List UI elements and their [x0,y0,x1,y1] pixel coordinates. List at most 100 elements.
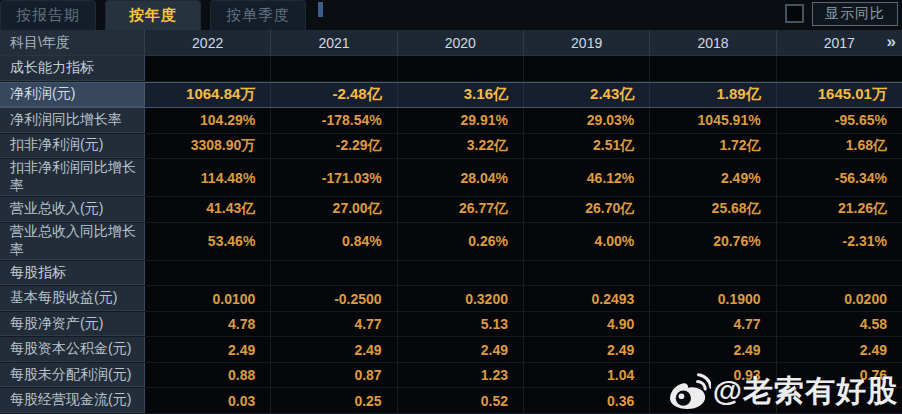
year-header-2017: 2017 » [777,30,902,55]
value-cell: 2.49 [777,337,902,362]
value-cell: 0.0100 [145,286,271,311]
table-row[interactable]: 基本每股收益(元)0.0100-0.25000.32000.24930.1900… [0,286,902,312]
row-label: 每股经营现金流(元) [0,388,145,413]
value-cell [777,261,902,286]
table-row[interactable]: 扣非净利润同比增长率114.48%-171.03%28.04%46.12%2.4… [0,159,902,197]
value-cell: 2.49 [271,337,397,362]
value-cell: 1.68亿 [777,134,902,159]
value-cell: 4.90 [524,312,650,337]
table-row[interactable]: 每股指标 [0,261,902,287]
show-yoy-label[interactable]: 显示同比 [812,2,898,26]
table-row[interactable]: 营业总收入同比增长率53.46%0.84%0.26%4.00%20.76%-2.… [0,223,902,261]
year-header-2018: 2018 [650,30,776,55]
row-label: 扣非净利润同比增长率 [0,159,145,196]
row-label: 每股指标 [0,261,145,286]
value-cell: 0.0200 [777,286,902,311]
value-cell [145,56,271,81]
value-cell: 3.16亿 [398,83,524,108]
value-cell: 20.76% [650,223,776,260]
value-cell: 1645.01万 [777,83,902,108]
value-cell: 27.00亿 [271,197,397,222]
value-cell: 0.25 [271,388,397,413]
value-cell: 4.78 [145,312,271,337]
year-header-label: 2017 [824,35,855,51]
table-header-row: 科目\年度 202220212020201920182017» [0,30,902,56]
table-row[interactable]: 扣非净利润(元)3308.90万-2.29亿3.22亿2.51亿1.72亿1.6… [0,134,902,160]
period-tabbar: 按报告期 按年度 按单季度 显示同比 [0,0,902,30]
value-cell: 4.58 [777,312,902,337]
value-cell [524,261,650,286]
value-cell [145,261,271,286]
show-yoy-checkbox[interactable] [785,4,804,23]
value-cell: 0.87 [271,363,397,388]
table-row[interactable]: 每股净资产(元)4.784.775.134.904.774.58 [0,312,902,338]
row-label: 每股资本公积金(元) [0,337,145,362]
value-cell [271,261,397,286]
value-cell: 1064.84万 [145,83,271,108]
value-cell: 26.70亿 [524,197,650,222]
tabbar-spacer [315,0,785,30]
tab-by-year[interactable]: 按年度 [105,0,201,30]
value-cell: 2.49 [398,337,524,362]
row-label: 营业总收入(元) [0,197,145,222]
value-cell: -2.29亿 [271,134,397,159]
value-cell [777,388,902,413]
table-row[interactable]: 净利润(元)1064.84万-2.48亿3.16亿2.43亿1.89亿1645.… [0,82,902,109]
row-label: 每股未分配利润(元) [0,363,145,388]
row-label: 扣非净利润(元) [0,134,145,159]
corner-header-cell: 科目\年度 [0,30,145,55]
value-cell: 2.51亿 [524,134,650,159]
tab-edge-accent [318,2,323,17]
tab-by-report-period[interactable]: 按报告期 [0,0,96,30]
value-cell: 0.3200 [398,286,524,311]
table-row[interactable]: 每股未分配利润(元)0.880.871.231.040.930.76 [0,363,902,389]
value-cell: 5.13 [398,312,524,337]
value-cell [398,56,524,81]
value-cell: 2.49% [650,159,776,196]
year-header-label: 2020 [445,35,476,51]
value-cell: 0.36 [524,388,650,413]
value-cell: 0.84% [271,223,397,260]
value-cell: 25.68亿 [650,197,776,222]
row-label: 营业总收入同比增长率 [0,223,145,260]
value-cell: 0.88 [145,363,271,388]
table-row[interactable]: 每股资本公积金(元)2.492.492.492.492.492.49 [0,337,902,363]
table-row[interactable]: 净利润同比增长率104.29%-178.54%29.91%29.03%1045.… [0,108,902,134]
value-cell: 41.43亿 [145,197,271,222]
value-cell: 0.93 [650,363,776,388]
value-cell: 2.49 [524,337,650,362]
value-cell: 0.52 [398,388,524,413]
value-cell: 0.03 [145,388,271,413]
value-cell: 29.03% [524,108,650,133]
value-cell [650,261,776,286]
year-header-label: 2018 [697,35,728,51]
value-cell: 21.26亿 [777,197,902,222]
more-years-icon[interactable]: » [887,32,896,52]
value-cell: 28.04% [398,159,524,196]
value-cell: -171.03% [271,159,397,196]
table-body: 成长能力指标净利润(元)1064.84万-2.48亿3.16亿2.43亿1.89… [0,56,902,414]
value-cell: 1.72亿 [650,134,776,159]
table-row[interactable]: 每股经营现金流(元)0.030.250.520.36 [0,388,902,414]
value-cell [650,56,776,81]
tab-by-single-quarter[interactable]: 按单季度 [210,0,306,30]
year-header-2022: 2022 [145,30,271,55]
value-cell: -0.2500 [271,286,397,311]
table-row[interactable]: 营业总收入(元)41.43亿27.00亿26.77亿26.70亿25.68亿21… [0,197,902,223]
value-cell: 114.48% [145,159,271,196]
value-cell: 0.2493 [524,286,650,311]
value-cell: 1.04 [524,363,650,388]
value-cell: 2.49 [650,337,776,362]
value-cell: 46.12% [524,159,650,196]
table-row[interactable]: 成长能力指标 [0,56,902,82]
value-cell: 4.77 [271,312,397,337]
value-cell: 26.77亿 [398,197,524,222]
value-cell: 3.22亿 [398,134,524,159]
value-cell: 2.49 [145,337,271,362]
value-cell: 1.89亿 [650,83,776,108]
value-cell: -178.54% [271,108,397,133]
row-label: 净利润同比增长率 [0,108,145,133]
value-cell: 0.76 [777,363,902,388]
value-cell: 53.46% [145,223,271,260]
row-label: 成长能力指标 [0,56,145,81]
